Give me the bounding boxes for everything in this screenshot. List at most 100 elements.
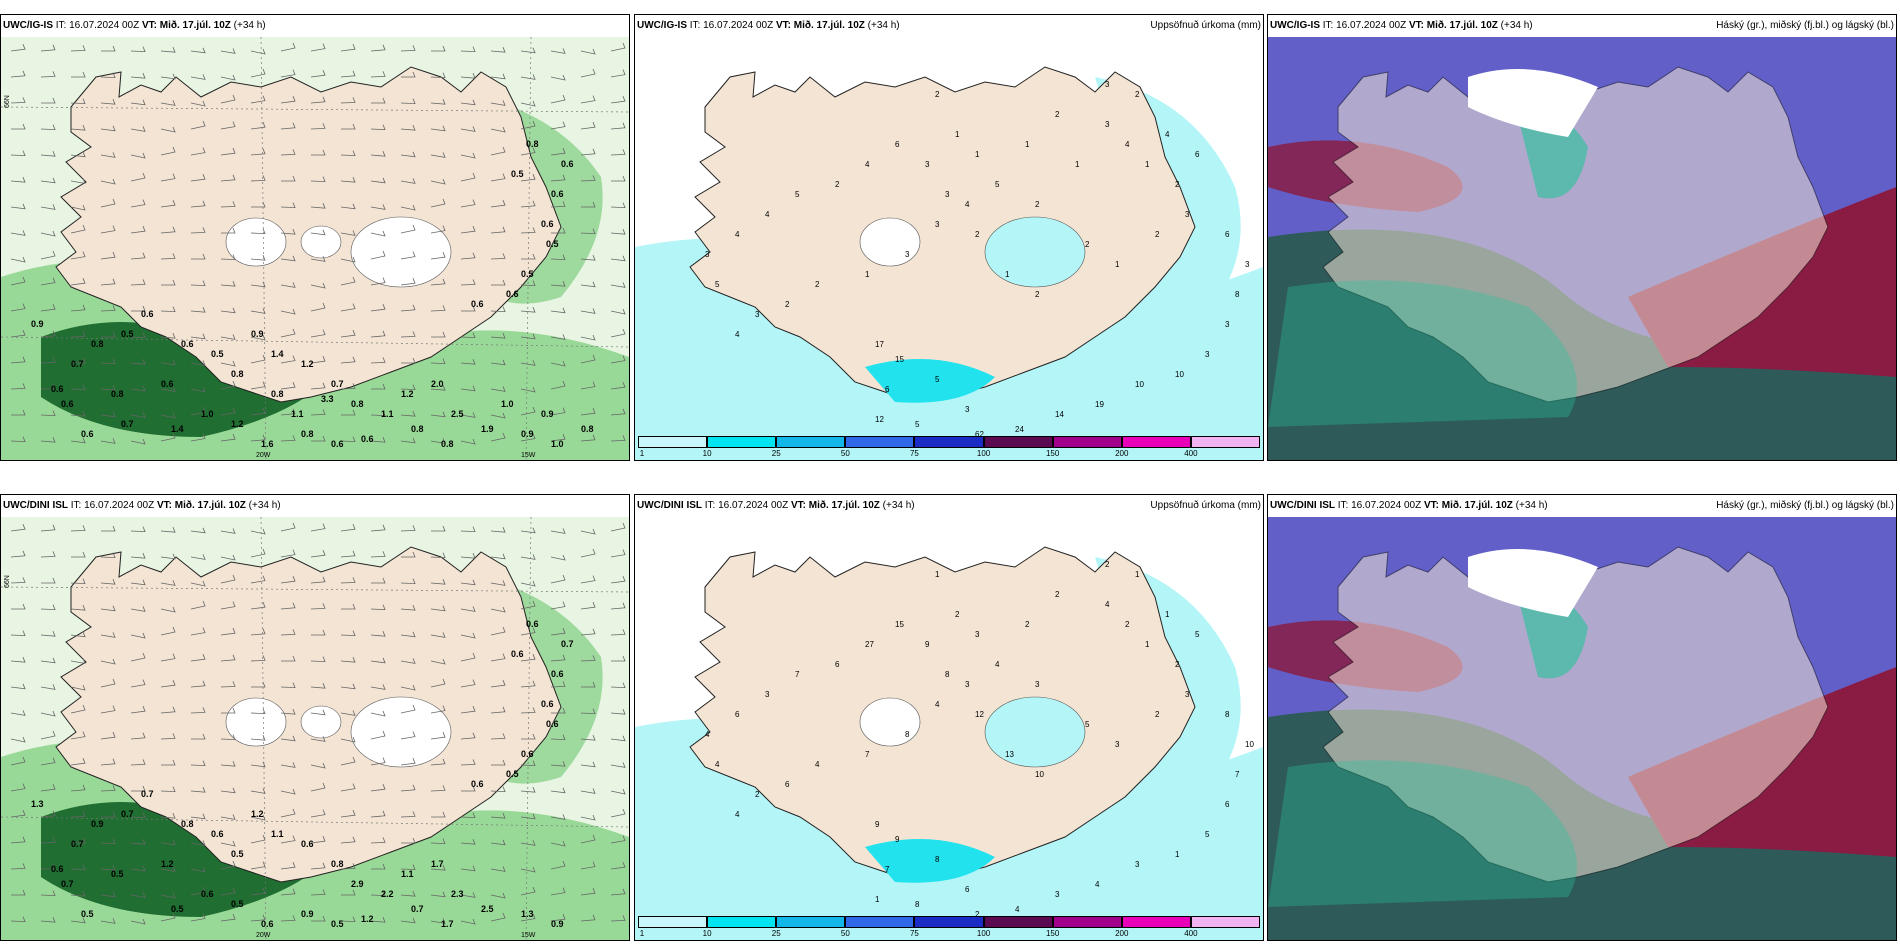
wind-barb bbox=[460, 152, 476, 159]
precip-value-label: 3 bbox=[705, 250, 710, 259]
wind-barb bbox=[460, 732, 476, 740]
wind-barb bbox=[190, 654, 206, 662]
wind-barb bbox=[490, 432, 506, 442]
wind-barb bbox=[610, 355, 626, 364]
wind-barb bbox=[310, 683, 326, 689]
precip-value-label: 4 bbox=[965, 200, 970, 209]
wind-barb bbox=[370, 604, 386, 611]
wind-barb bbox=[100, 99, 116, 105]
wind-barb bbox=[10, 577, 26, 584]
wind-barb bbox=[490, 553, 506, 560]
wind-barb bbox=[220, 554, 236, 561]
wind-barb bbox=[310, 576, 326, 584]
wind-barb bbox=[220, 787, 236, 794]
wind-barb bbox=[190, 307, 206, 313]
precip-value-label: 6 bbox=[885, 385, 890, 394]
precip-value-label: 6 bbox=[965, 885, 970, 894]
wind-barb bbox=[610, 382, 626, 390]
colorbar-tick-label: 400 bbox=[1184, 449, 1198, 458]
wind-barb bbox=[520, 840, 536, 846]
wind-barb bbox=[371, 97, 386, 104]
colorbar-tick-label: 150 bbox=[1045, 929, 1060, 938]
wind-barb bbox=[550, 174, 566, 182]
wind-barb bbox=[490, 733, 506, 740]
cloud-low-teal-north bbox=[1518, 591, 1588, 679]
wind-barb bbox=[580, 381, 596, 390]
wind-barb bbox=[430, 552, 446, 559]
wind-barb bbox=[490, 912, 506, 922]
wind-barb bbox=[400, 224, 416, 234]
wind-value-label: 0.8 bbox=[351, 399, 364, 409]
wind-barb bbox=[520, 787, 536, 793]
wind-value-label: 0.7 bbox=[71, 839, 84, 849]
wind-barb bbox=[250, 434, 266, 442]
wind-barb bbox=[70, 525, 86, 532]
wind-barb bbox=[10, 683, 26, 690]
wind-value-label: 0.6 bbox=[331, 439, 344, 449]
wind-barb bbox=[100, 732, 116, 740]
wind-barb bbox=[430, 252, 446, 260]
wind-barb bbox=[551, 227, 566, 234]
wind-barb bbox=[70, 178, 86, 184]
wind-barb bbox=[10, 436, 26, 443]
wind-barb bbox=[460, 759, 476, 766]
wind-barb bbox=[190, 47, 206, 54]
wind-barb bbox=[520, 47, 536, 54]
map-canvas: 2111234123212254331223453445246332121715… bbox=[635, 37, 1263, 460]
wind-barb bbox=[130, 385, 146, 392]
wind-barb bbox=[310, 762, 326, 769]
wind-barb bbox=[100, 678, 116, 688]
wind-barb bbox=[370, 657, 386, 664]
wind-barb bbox=[190, 554, 206, 560]
wind-barb bbox=[580, 148, 596, 156]
wind-barb bbox=[310, 836, 326, 844]
wind-barb bbox=[370, 71, 386, 78]
wind-value-label: 1.0 bbox=[551, 439, 564, 449]
valid-time: Mið. 17.júl. 10Z bbox=[1426, 20, 1498, 31]
panel-variable-title: Háský (gr.), miðský (fj.bl.) og lágský (… bbox=[1716, 500, 1894, 511]
wind-barb bbox=[550, 528, 566, 534]
wind-barb bbox=[430, 152, 446, 158]
precip-value-label: 3 bbox=[1035, 680, 1040, 689]
wind-value-label: 1.4 bbox=[271, 349, 284, 359]
precip-value-label: 4 bbox=[1095, 880, 1100, 889]
precip-value-label: 3 bbox=[1055, 890, 1060, 899]
wind-barb bbox=[41, 383, 56, 390]
wind-barb bbox=[340, 810, 356, 818]
glacier-langjokull bbox=[225, 217, 287, 267]
wind-barb bbox=[550, 654, 566, 662]
wind-barb bbox=[10, 97, 26, 104]
wind-value-label: 0.7 bbox=[71, 359, 84, 369]
wind-barb bbox=[130, 865, 146, 872]
wind-value-label: 0.5 bbox=[231, 849, 244, 859]
wind-barb bbox=[70, 704, 86, 714]
precip-value-label: 2 bbox=[1175, 660, 1180, 669]
colorbar-tick-label: 25 bbox=[771, 929, 781, 938]
wind-barb bbox=[550, 840, 566, 847]
wind-barb bbox=[130, 526, 146, 533]
wind-barb bbox=[430, 918, 446, 924]
map-panel-2: UWC/IG-IS IT: 16.07.2024 00Z VT: Mið. 17… bbox=[634, 14, 1264, 461]
lat-label: 66N bbox=[4, 575, 11, 588]
precip-value-label: 3 bbox=[1205, 350, 1210, 359]
wind-barb bbox=[220, 761, 236, 767]
wind-barb bbox=[40, 657, 56, 664]
wind-barb bbox=[550, 48, 566, 54]
init-label: IT: bbox=[1337, 500, 1349, 511]
wind-barb bbox=[400, 605, 416, 611]
precip-value-label: 2 bbox=[1035, 290, 1040, 299]
wind-barb bbox=[190, 386, 206, 393]
wind-barb bbox=[250, 228, 266, 235]
wind-barb bbox=[371, 383, 386, 390]
wind-barb bbox=[520, 360, 536, 366]
wind-barb bbox=[130, 126, 146, 132]
wind-barb bbox=[220, 840, 236, 847]
precip-value-label: 1 bbox=[875, 895, 880, 904]
wind-barb bbox=[310, 862, 326, 870]
wind-barb bbox=[401, 71, 416, 78]
wind-value-label: 0.7 bbox=[61, 879, 74, 889]
precip-value-label: 62 bbox=[975, 430, 984, 439]
wind-barb bbox=[70, 304, 86, 312]
wind-barb bbox=[460, 46, 476, 53]
wind-barb bbox=[250, 834, 266, 844]
